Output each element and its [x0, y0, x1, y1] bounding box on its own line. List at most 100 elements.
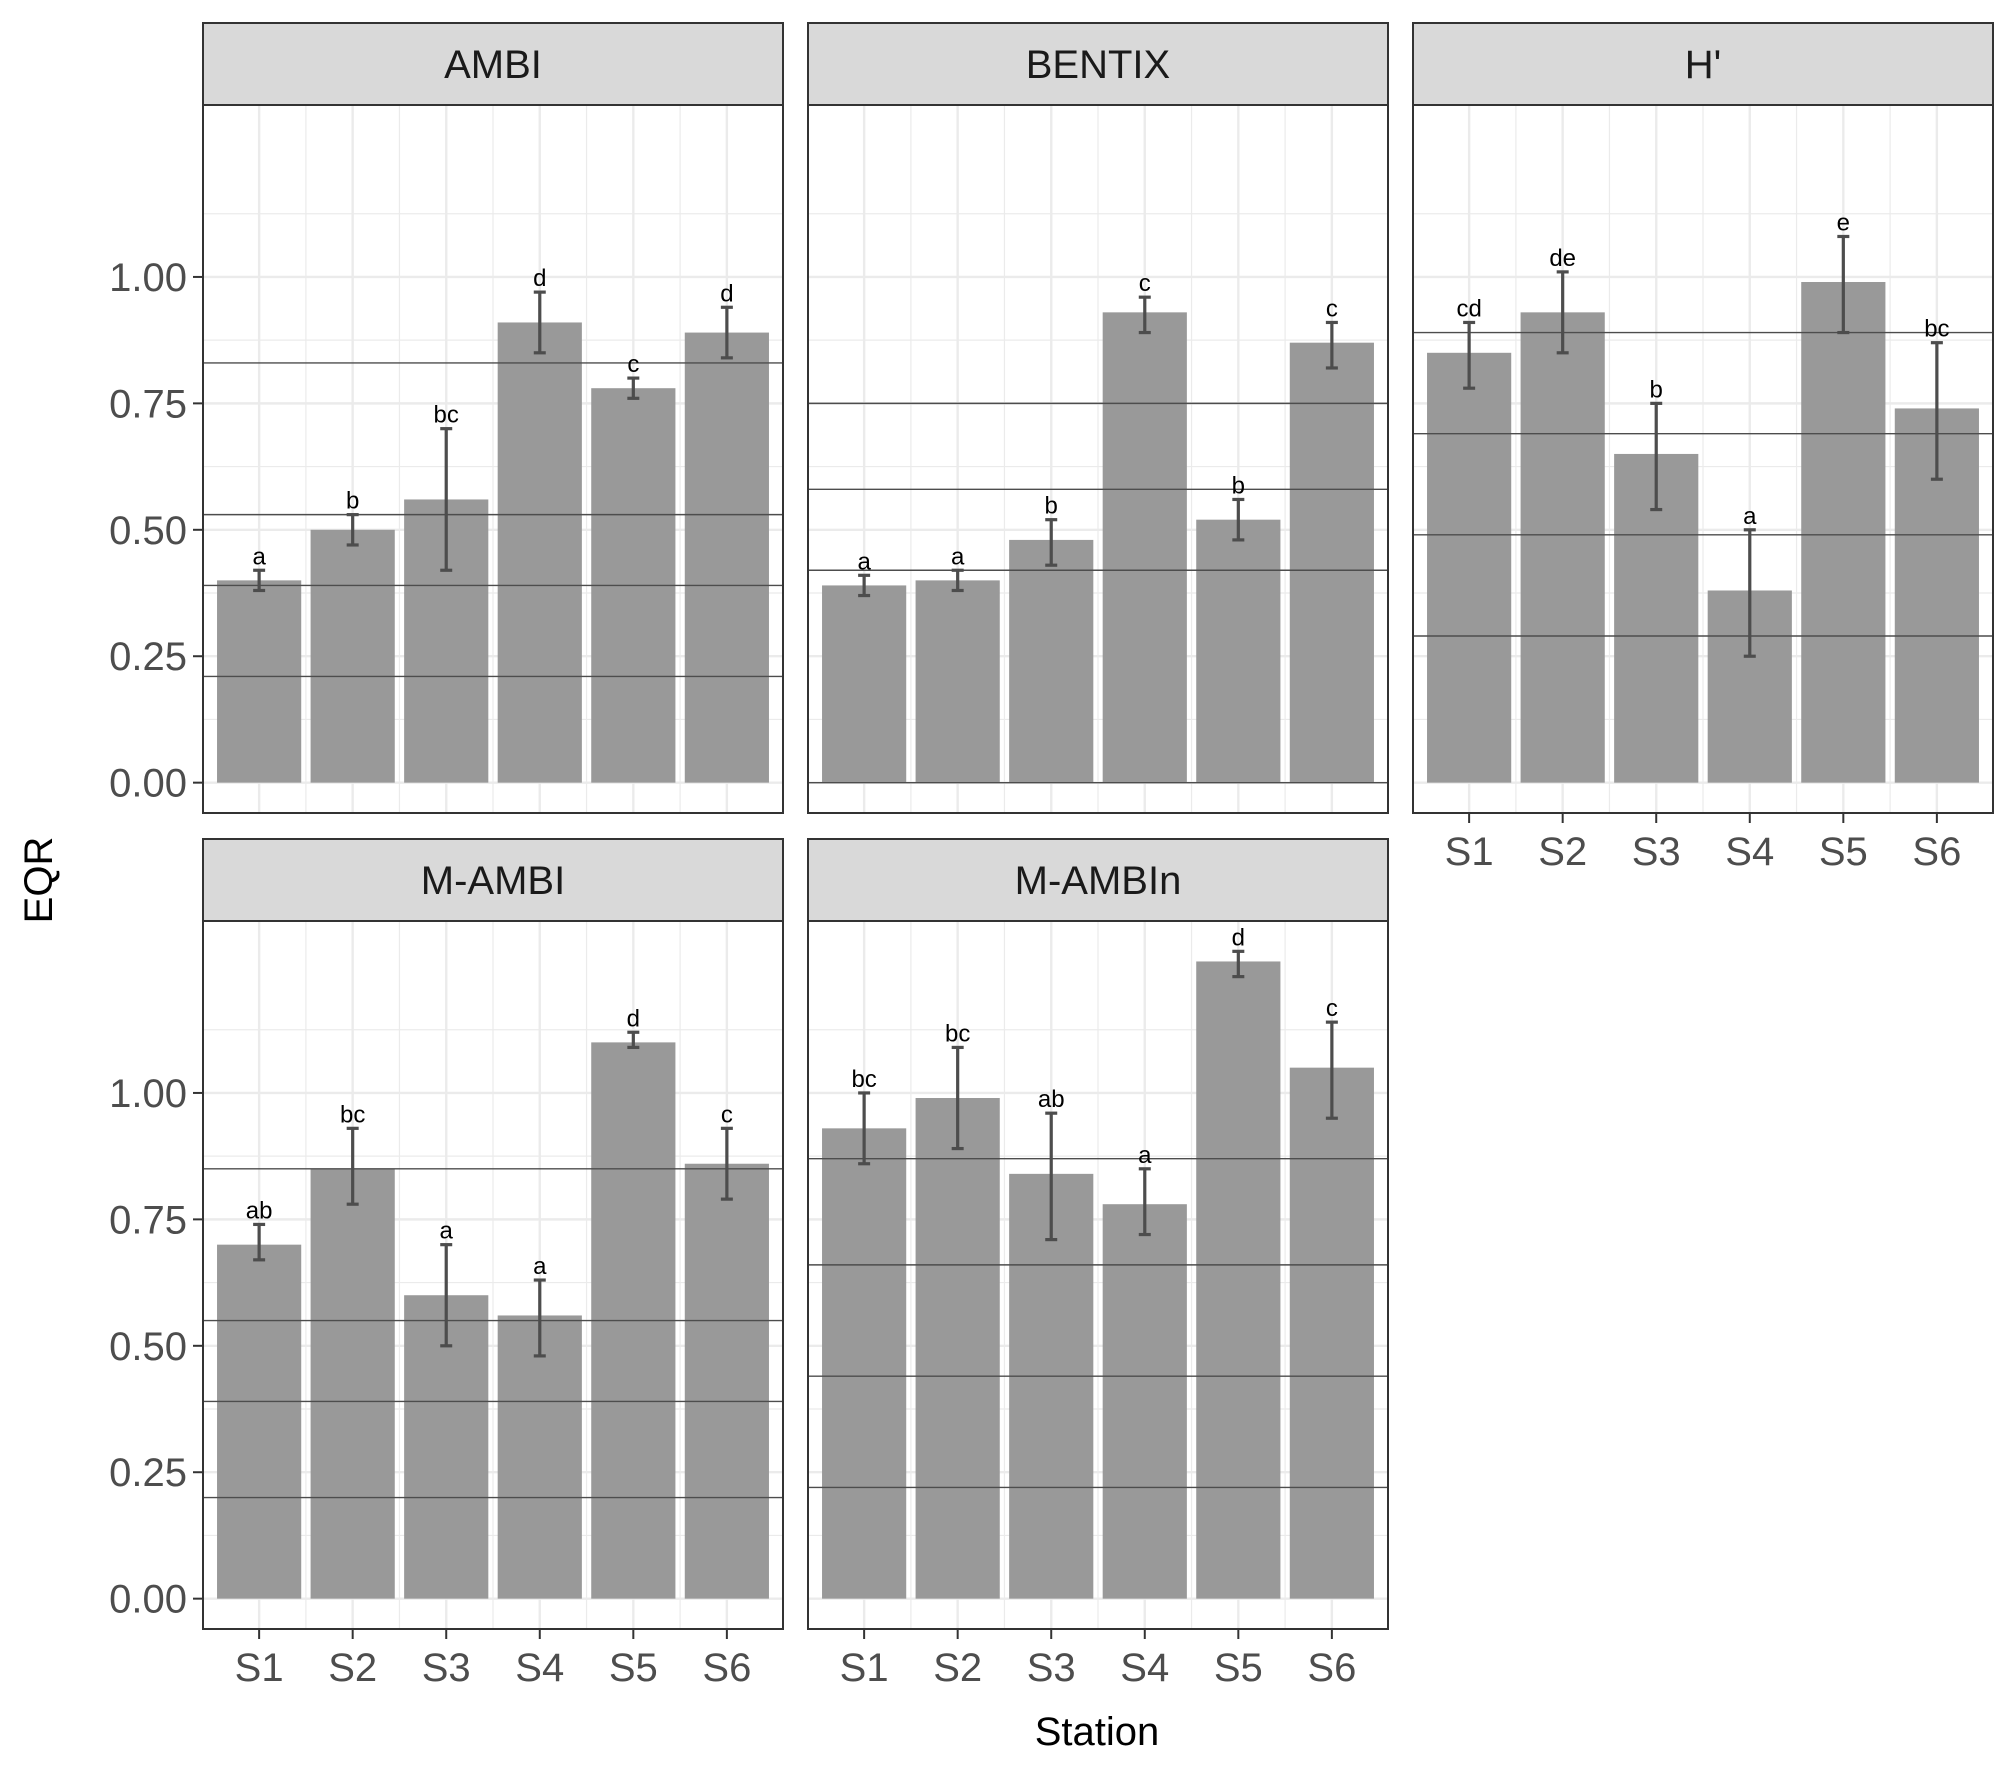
error-bar: [627, 376, 640, 400]
x-tick-label: S5: [1214, 1646, 1263, 1690]
error-bar: [346, 1126, 359, 1206]
bar: [1196, 519, 1281, 783]
strip-label: H': [1685, 43, 1722, 87]
x-tick-label: S1: [840, 1646, 889, 1690]
significance-letter: a: [252, 543, 266, 570]
y-tick-label: 0.00: [109, 762, 187, 806]
x-tick-label: S5: [609, 1646, 658, 1690]
significance-letter: a: [951, 543, 965, 570]
significance-letter: c: [1326, 995, 1338, 1022]
error-bar: [627, 1030, 640, 1050]
bar: [1801, 282, 1886, 783]
significance-letter: bc: [340, 1101, 365, 1128]
bar: [915, 1098, 1000, 1599]
strip-background: [202, 838, 784, 922]
bar: [684, 332, 769, 783]
x-tick-label: S6: [702, 1646, 751, 1690]
strip-background: [807, 838, 1389, 922]
significance-letter: bc: [851, 1066, 876, 1093]
bar: [915, 580, 1000, 783]
bar: [1427, 352, 1512, 783]
y-tick-label: 0.75: [109, 1198, 187, 1242]
error-bar: [951, 568, 964, 593]
x-axis-title: Station: [1035, 1710, 1160, 1754]
significance-letter: a: [857, 548, 871, 575]
significance-letter: d: [533, 265, 546, 292]
significance-letter: a: [1743, 503, 1757, 530]
significance-letter: de: [1549, 245, 1576, 272]
bar: [1289, 342, 1374, 783]
error-bar: [1138, 295, 1151, 335]
x-tick-label: S3: [1632, 830, 1681, 874]
error-bar: [1837, 234, 1850, 335]
panel-h-: cd de b a e bc H' S1 S2 S3 S4 S5 S6: [1412, 22, 1994, 874]
bar: [1102, 312, 1187, 783]
x-tick-label: S3: [1027, 1646, 1076, 1690]
strip-background: [202, 22, 784, 106]
significance-letter: e: [1837, 209, 1850, 236]
significance-letter: c: [1326, 295, 1338, 322]
significance-letter: a: [533, 1253, 547, 1280]
x-tick-label: S4: [1120, 1646, 1169, 1690]
error-bar: [253, 568, 266, 593]
bar: [1102, 1204, 1187, 1599]
x-tick-label: S6: [1912, 830, 1961, 874]
panel-bentix: a a b c b c BENTIX: [807, 22, 1389, 814]
error-bar: [1232, 949, 1245, 979]
error-bar: [951, 1045, 964, 1151]
significance-letter: b: [346, 488, 359, 515]
significance-letter: d: [627, 1005, 640, 1032]
significance-letter: bc: [1924, 316, 1949, 343]
error-bar: [858, 1091, 871, 1166]
strip-label: M-AMBI: [421, 859, 565, 903]
bar: [684, 1163, 769, 1599]
error-bar: [1650, 401, 1663, 512]
bar: [310, 529, 395, 783]
x-tick-label: S1: [235, 1646, 284, 1690]
error-bar: [533, 1278, 546, 1358]
significance-letter: bc: [434, 402, 459, 429]
significance-letter: b: [1650, 376, 1663, 403]
significance-letter: bc: [945, 1020, 970, 1047]
panel-m-ambin: bc bc ab a d c M-AMBIn S1 S2 S3 S4 S5 S6: [807, 838, 1389, 1690]
error-bar: [533, 290, 546, 355]
error-bar: [346, 513, 359, 547]
x-tick-label: S4: [1725, 830, 1774, 874]
x-tick-label: S5: [1819, 830, 1868, 874]
error-bar: [1743, 528, 1756, 658]
significance-letter: d: [720, 280, 733, 307]
error-bar: [1556, 270, 1569, 355]
error-bar: [253, 1222, 266, 1262]
y-tick-label: 1.00: [109, 256, 187, 300]
y-tick-label: 0.00: [109, 1578, 187, 1622]
strip-label: AMBI: [444, 43, 542, 87]
significance-letter: a: [1138, 1142, 1152, 1169]
bar: [1520, 312, 1605, 783]
x-tick-label: S3: [422, 1646, 471, 1690]
y-axis-title: EQR: [17, 837, 61, 924]
strip-background: [1412, 22, 1994, 106]
significance-letter: a: [440, 1218, 454, 1245]
error-bar: [1463, 320, 1476, 390]
panel-ambi: a b bc d c d AMBI 0.00 0.25 0.50 0.75 1.00: [109, 22, 784, 814]
x-tick-label: S2: [933, 1646, 982, 1690]
x-tick-label: S1: [1445, 830, 1494, 874]
error-bar: [1325, 1020, 1338, 1120]
significance-letter: ab: [1038, 1086, 1065, 1113]
significance-letter: c: [627, 351, 639, 378]
bar: [217, 580, 302, 783]
bar: [1289, 1067, 1374, 1599]
x-tick-label: S2: [328, 1646, 377, 1690]
significance-letter: cd: [1456, 295, 1481, 322]
bar: [1009, 539, 1094, 783]
significance-letter: b: [1045, 493, 1058, 520]
error-bar: [1232, 497, 1245, 542]
bar: [1009, 1173, 1094, 1599]
error-bar: [1930, 341, 1943, 481]
bar: [310, 1168, 395, 1599]
y-tick-label: 0.50: [109, 1325, 187, 1369]
y-tick-label: 0.50: [109, 509, 187, 553]
error-bar: [1045, 1111, 1058, 1242]
bar: [497, 322, 582, 783]
